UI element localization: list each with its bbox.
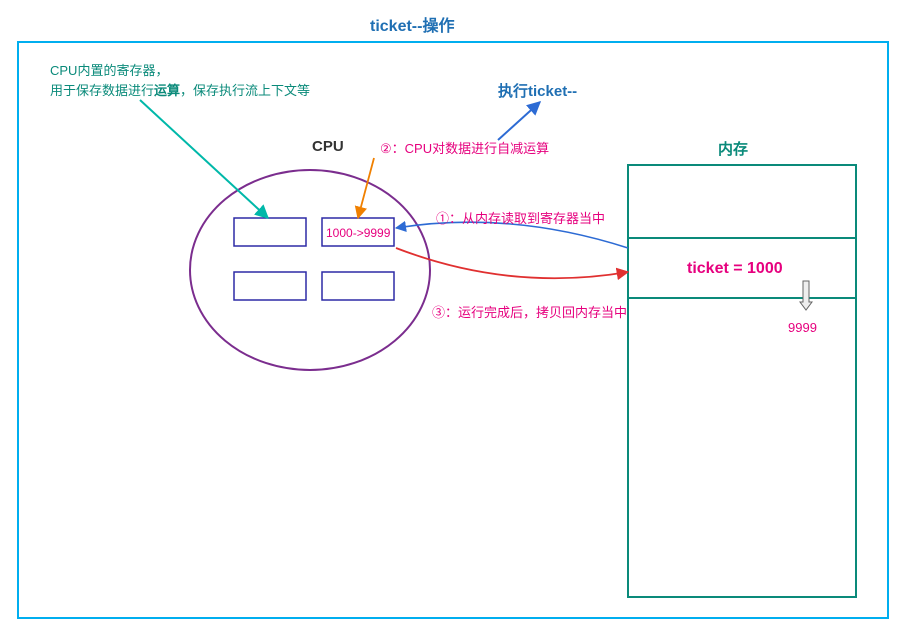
step3-label: ③：运行完成后，拷贝回内存当中: [432, 302, 627, 321]
cpu-label: CPU: [312, 138, 344, 155]
register-note-line2: 用于保存数据进行运算，保存执行流上下文等: [50, 80, 310, 99]
cpu-register-0: [234, 218, 306, 246]
memory-after-value: 9999: [788, 320, 817, 335]
cpu-register-3: [322, 272, 394, 300]
active-register-value: 1000->9999: [326, 226, 390, 240]
register-note-line1: CPU内置的寄存器，: [50, 60, 168, 79]
cpu-ellipse: [190, 170, 430, 370]
exec-pointer-arrow: [498, 102, 540, 140]
note-bold-word: 运算: [154, 83, 180, 98]
memory-ticket-label: ticket = 1000: [687, 260, 783, 278]
diagram-canvas: ticket--操作 CPU 内存 CPU内置的寄存器， 用于保存数据进行运算，…: [0, 0, 907, 633]
step1-label: ①：从内存读取到寄存器当中: [436, 208, 605, 227]
memory-label: 内存: [718, 138, 748, 159]
memory-box: [628, 165, 856, 597]
diagram-title: ticket--操作: [370, 12, 454, 36]
note-to-register-arrow: [140, 100, 268, 218]
exec-note: 执行ticket--: [498, 80, 577, 101]
register-note-line2-text: 用于保存数据进行运算，保存执行流上下文等: [50, 83, 310, 98]
step2-arrow: [358, 158, 374, 218]
step2-label: ②：CPU对数据进行自减运算: [380, 138, 549, 157]
cpu-register-2: [234, 272, 306, 300]
